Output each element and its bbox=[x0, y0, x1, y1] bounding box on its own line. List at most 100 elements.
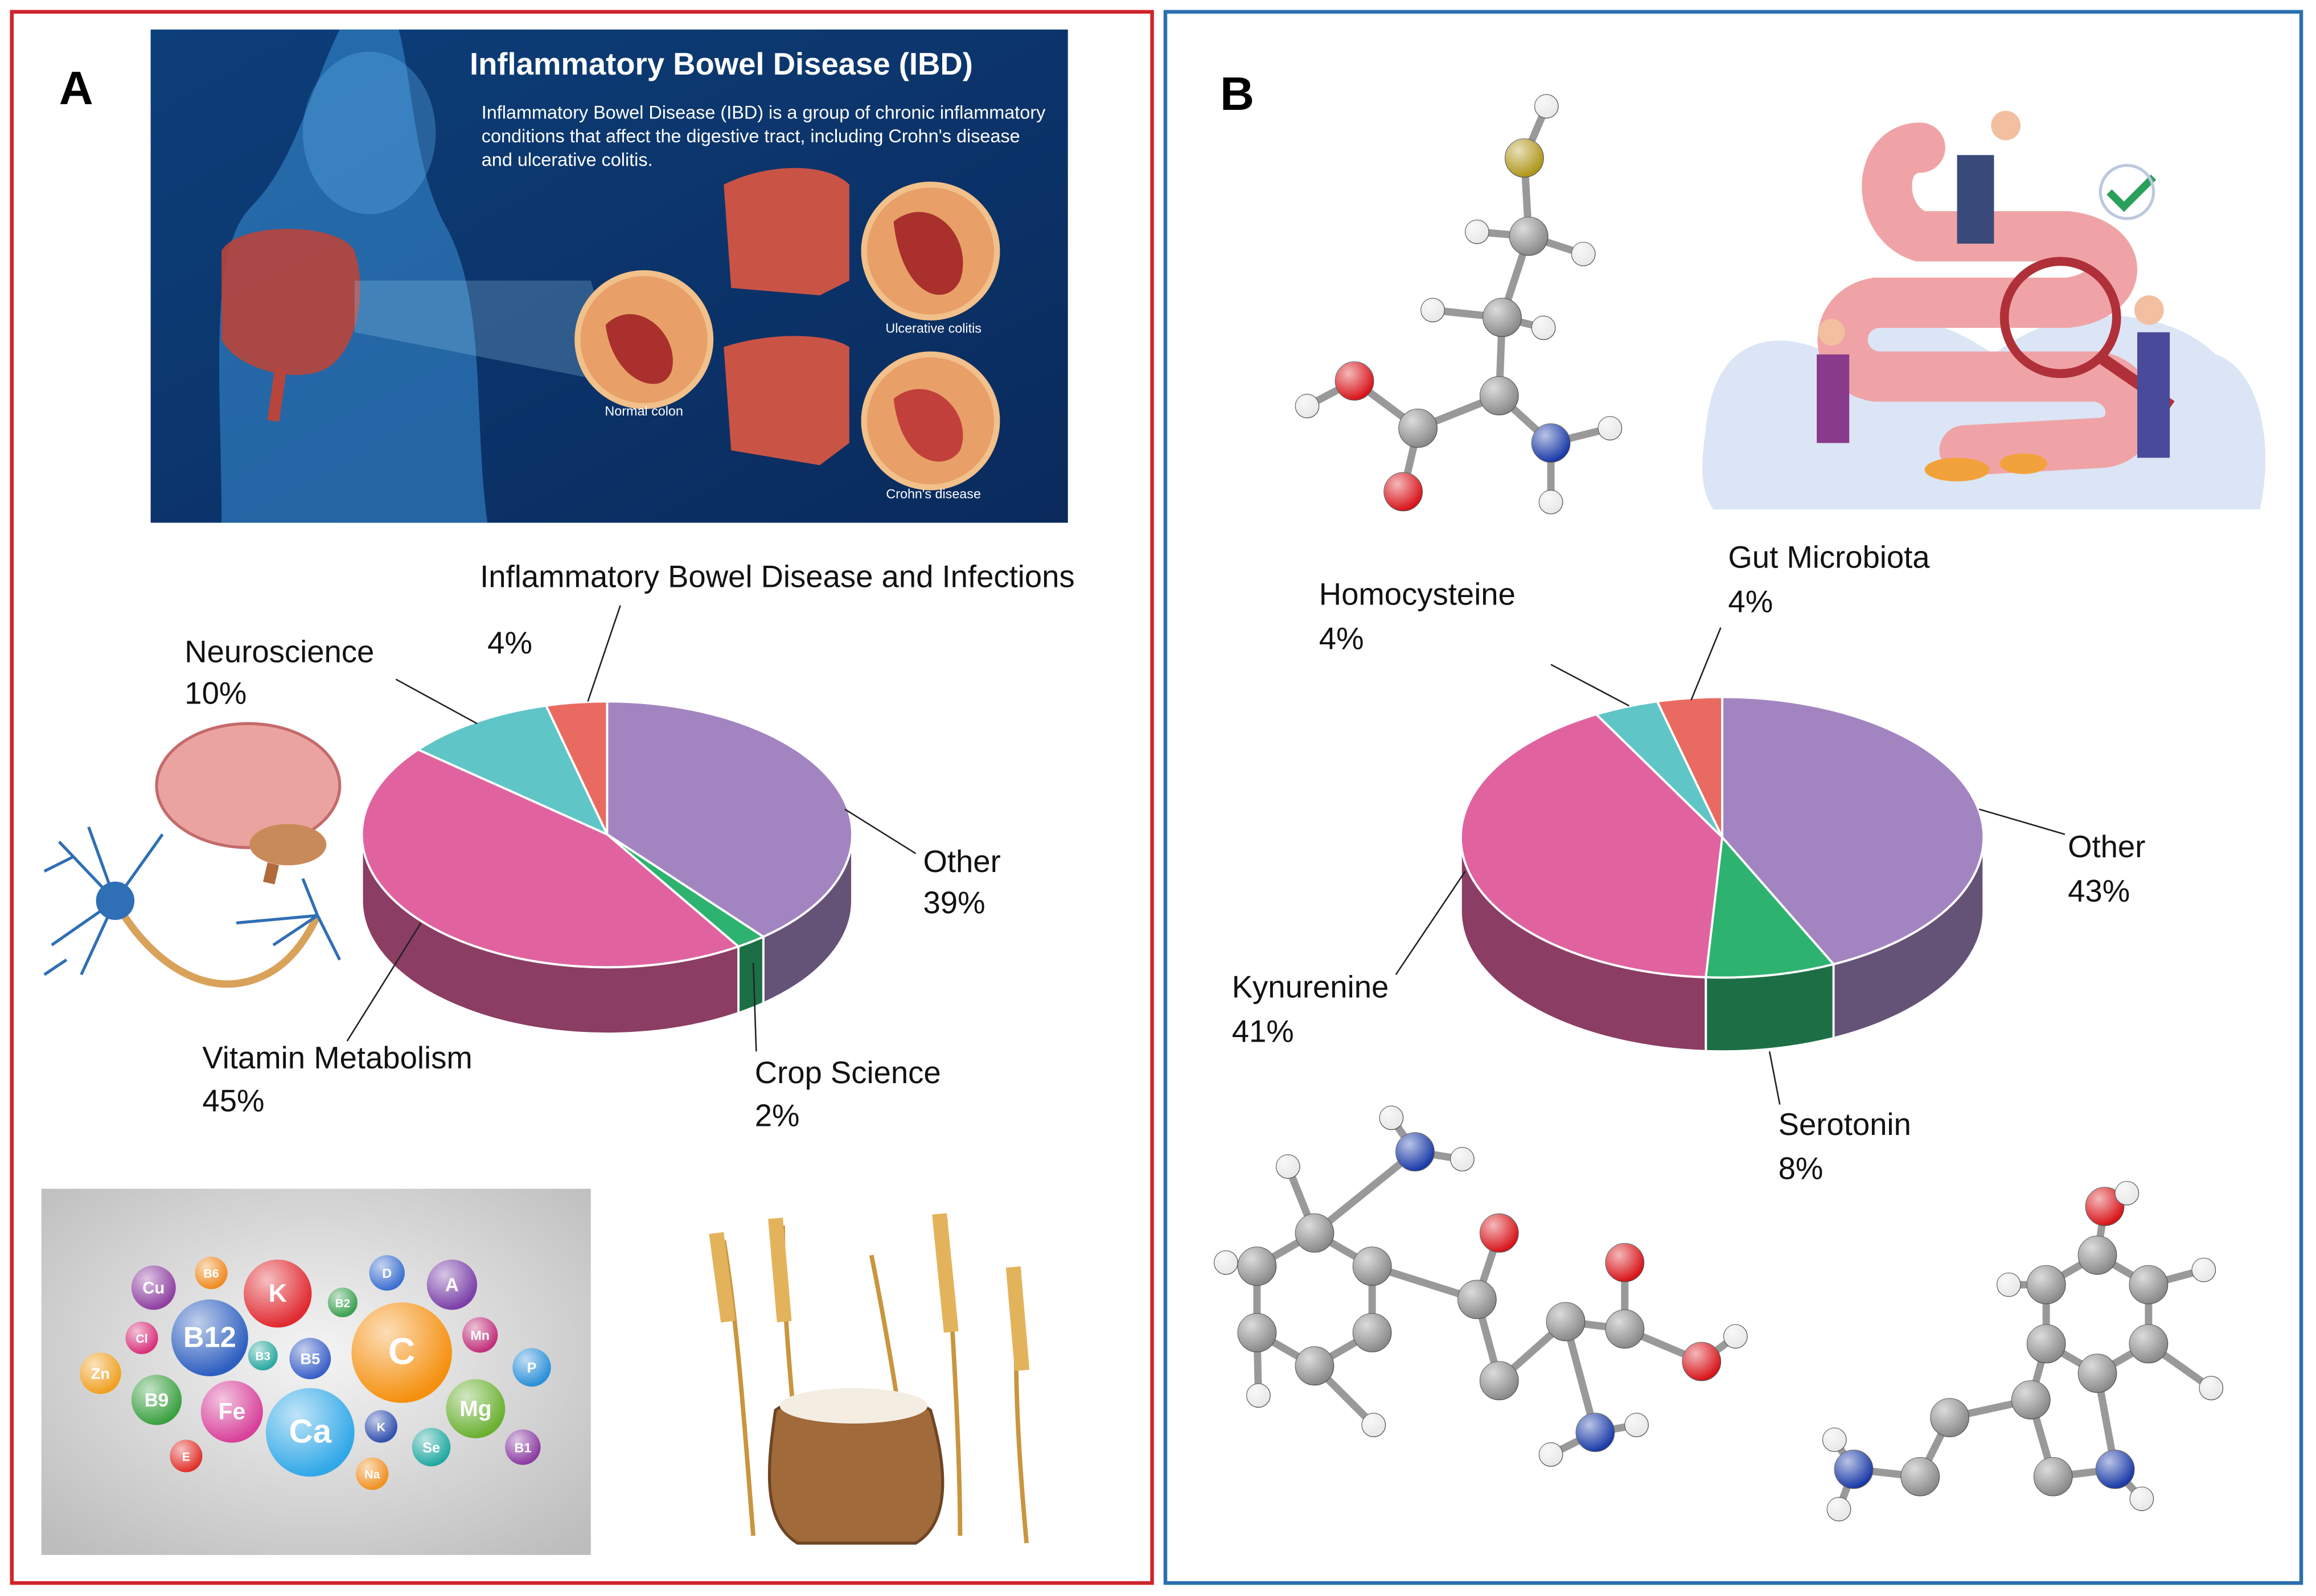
slice-value: 4% bbox=[487, 626, 532, 660]
atom-shine bbox=[2192, 1258, 2216, 1282]
slice bbox=[1705, 834, 1836, 979]
atom-shine bbox=[1682, 1342, 1721, 1381]
atom-shine bbox=[1531, 423, 1570, 463]
vitamin-shine bbox=[195, 1256, 228, 1289]
slice-label: Other bbox=[2068, 829, 2145, 864]
atom-shine bbox=[2130, 1487, 2154, 1511]
atom-shine bbox=[1238, 1247, 1276, 1286]
atom-shine bbox=[1827, 1497, 1851, 1521]
atom-shine bbox=[2129, 1324, 2168, 1363]
slice-label: Kynurenine bbox=[1232, 970, 1389, 1005]
vitamin-shine bbox=[265, 1388, 355, 1477]
atom-shine bbox=[2085, 1187, 2124, 1226]
vitamin-shine bbox=[289, 1338, 331, 1380]
slice-value: 39% bbox=[923, 886, 985, 920]
poster-label: Crohn's disease bbox=[886, 486, 981, 501]
slice-label: Crop Science bbox=[755, 1055, 941, 1090]
vitamin-label: Se bbox=[422, 1440, 440, 1456]
charts: Other 39% Crop Science 2% Vitamin Metabolism… bbox=[184, 540, 2145, 1186]
atom-shine bbox=[2129, 1265, 2168, 1304]
vitamin-label: K bbox=[269, 1279, 287, 1307]
atom-shine bbox=[1353, 1313, 1391, 1352]
vitamin-label: B6 bbox=[203, 1267, 219, 1281]
poster-text: Inflammatory Bowel Disease (IBD) is a gr… bbox=[482, 102, 1046, 122]
leader-line bbox=[1979, 808, 2065, 836]
atom-shine bbox=[1723, 1324, 1748, 1348]
atom-shine bbox=[2115, 1181, 2139, 1206]
atom-shine bbox=[1483, 298, 1522, 337]
vitamin-label: K bbox=[377, 1420, 386, 1434]
vitamin-label: Mg bbox=[459, 1397, 491, 1421]
atom-shine bbox=[1539, 1442, 1563, 1467]
atom-shine bbox=[2078, 1354, 2117, 1393]
panel-b-border bbox=[1163, 10, 2303, 1585]
atom-shine bbox=[1822, 1428, 1846, 1452]
atom-shine bbox=[1480, 1361, 1519, 1400]
vitamin-label: P bbox=[527, 1360, 537, 1376]
leader-line bbox=[587, 605, 621, 702]
vitamin-shine bbox=[244, 1260, 312, 1328]
atom-shine bbox=[1295, 394, 1319, 418]
vitamin-shine bbox=[412, 1428, 451, 1467]
atom-shine bbox=[1480, 1214, 1519, 1253]
leader-line bbox=[752, 962, 757, 1052]
atom-shine bbox=[1997, 1273, 2021, 1297]
vitamin-shine bbox=[125, 1321, 158, 1355]
slice-label: Homocysteine bbox=[1319, 577, 1516, 612]
ibd-poster: Inflammatory Bowel Disease (IBD) Inflamm… bbox=[150, 29, 1068, 523]
vitamin-shine bbox=[356, 1457, 389, 1490]
atom-shine bbox=[2078, 1236, 2117, 1274]
slice-value: 45% bbox=[202, 1083, 264, 1118]
poster-label: Ulcerative colitis bbox=[885, 321, 982, 336]
vitamin-shine bbox=[131, 1265, 176, 1310]
poster-title: Inflammatory Bowel Disease (IBD) bbox=[470, 47, 973, 81]
atom-shine bbox=[1398, 409, 1438, 448]
slice-label: Other bbox=[923, 844, 1000, 879]
vitamin-shine bbox=[248, 1340, 278, 1371]
atom-shine bbox=[1246, 1383, 1271, 1408]
vitamin-label: B9 bbox=[145, 1390, 169, 1411]
atom-shine bbox=[1353, 1247, 1391, 1286]
atom-shine bbox=[1930, 1398, 1969, 1437]
atom-shine bbox=[1539, 490, 1563, 514]
vitamin-shine bbox=[131, 1375, 182, 1425]
atom-shine bbox=[1238, 1313, 1276, 1352]
atom-shine bbox=[2027, 1324, 2065, 1363]
slice bbox=[606, 700, 853, 938]
atom-shine bbox=[1546, 1302, 1585, 1341]
atom-shine bbox=[2199, 1376, 2223, 1400]
vitamin-shine bbox=[327, 1288, 358, 1318]
atom-shine bbox=[1576, 1413, 1615, 1452]
atom-shine bbox=[1295, 1347, 1334, 1385]
atom-shine bbox=[1395, 1132, 1435, 1171]
atom-shine bbox=[2096, 1450, 2134, 1489]
vitamin-shine bbox=[426, 1260, 477, 1310]
atom-shine bbox=[1505, 138, 1544, 178]
atom-shine bbox=[1571, 242, 1595, 266]
slice-label: Inflammatory Bowel Disease and Infection… bbox=[480, 559, 1074, 594]
panel-label: A bbox=[59, 61, 93, 114]
poster-label: Normal colon bbox=[605, 404, 683, 418]
atom-shine bbox=[2011, 1380, 2051, 1420]
slice-side bbox=[737, 935, 765, 1015]
leader-line bbox=[844, 808, 917, 854]
slice bbox=[544, 700, 609, 835]
slice-value: 41% bbox=[1232, 1014, 1294, 1048]
atom-shine bbox=[1624, 1413, 1649, 1437]
leader-line bbox=[1550, 664, 1630, 707]
vitamin-label: Cu bbox=[142, 1280, 165, 1298]
vitamin-shine bbox=[170, 1439, 203, 1472]
slice-label: Neuroscience bbox=[184, 635, 374, 669]
vitamin-shine bbox=[200, 1380, 263, 1443]
vitamin-shine bbox=[80, 1352, 121, 1395]
atom-shine bbox=[1295, 1214, 1334, 1253]
vitamin-label: Cl bbox=[135, 1332, 147, 1346]
bond bbox=[1312, 1149, 1418, 1236]
atom-shine bbox=[1450, 1147, 1475, 1171]
vitamin-label: B12 bbox=[183, 1321, 236, 1353]
vitamin-shine bbox=[369, 1255, 405, 1291]
slice-value: 8% bbox=[1779, 1151, 1824, 1186]
vitamin-label: Fe bbox=[218, 1398, 245, 1425]
vitamin-bubbles: Cu B6 K B2 D A Cl B12 C Mn Zn B3 B5 P B9 Fe Ca Mg K Se B1 E Na bbox=[80, 1255, 551, 1490]
atom-shine bbox=[1534, 94, 1559, 118]
